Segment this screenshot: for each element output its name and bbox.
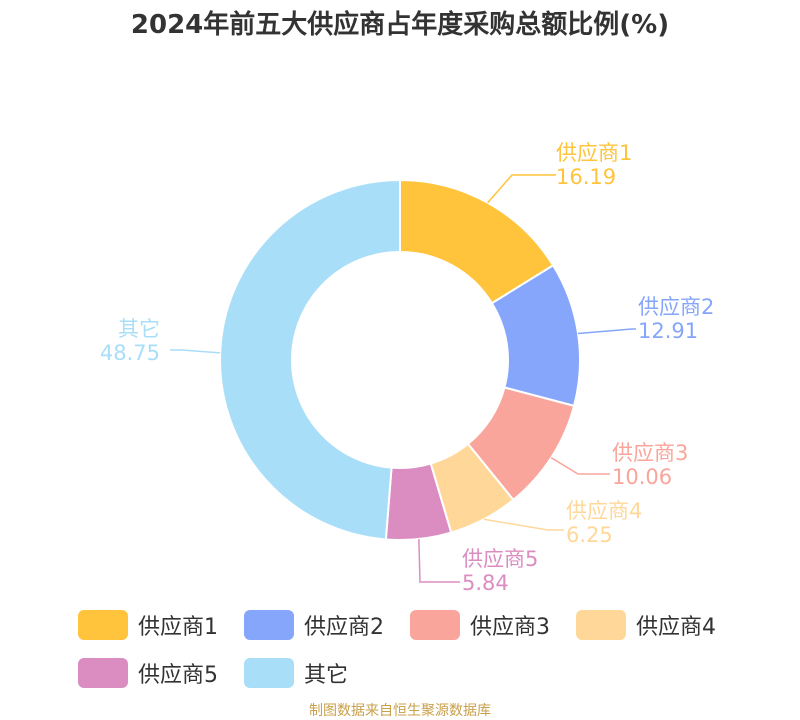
legend-swatch-4 <box>576 610 626 640</box>
legend-item-2[interactable]: 供应商2 <box>244 608 384 642</box>
leader-line-3 <box>550 457 610 475</box>
legend-label-2: 供应商2 <box>304 615 384 640</box>
slice-label-value-5: 5.84 <box>462 571 509 595</box>
slice-label-name-1: 供应商1 <box>556 141 632 165</box>
legend-swatch-3 <box>410 610 460 640</box>
legend-swatch-6 <box>244 658 294 688</box>
leader-line-1 <box>487 174 556 204</box>
leader-lines-group <box>170 174 636 583</box>
slice-6[interactable] <box>219 178 401 541</box>
slice-label-value-1: 16.19 <box>556 165 616 189</box>
legend-label-5: 供应商5 <box>138 663 218 688</box>
legend-label-4: 供应商4 <box>636 615 716 640</box>
legend-label-6: 其它 <box>304 663 349 688</box>
slice-label-value-2: 12.91 <box>638 319 698 343</box>
leader-line-4 <box>483 518 564 531</box>
slice-label-name-2: 供应商2 <box>638 295 714 319</box>
slice-label-name-3: 供应商3 <box>612 441 688 465</box>
leader-line-2 <box>577 328 636 335</box>
legend-item-6[interactable]: 其它 <box>244 656 348 690</box>
legend-swatch-5 <box>78 658 128 688</box>
leader-line-6 <box>170 349 221 354</box>
slice-label-name-5: 供应商5 <box>462 547 538 571</box>
legend-label-1: 供应商1 <box>138 615 218 640</box>
slice-label-name-6: 其它 <box>118 317 160 341</box>
leader-line-5 <box>418 538 460 583</box>
legend-item-1[interactable]: 供应商1 <box>78 608 218 642</box>
source-note: 制图数据来自恒生聚源数据库 <box>309 703 491 719</box>
legend-swatch-1 <box>78 610 128 640</box>
legend-label-3: 供应商3 <box>470 615 550 640</box>
legend-item-5[interactable]: 供应商5 <box>78 656 218 690</box>
chart-title: 2024年前五大供应商占年度采购总额比例(%) <box>130 10 670 40</box>
legend-item-3[interactable]: 供应商3 <box>410 608 550 642</box>
slice-label-value-4: 6.25 <box>566 523 613 547</box>
legend-item-4[interactable]: 供应商4 <box>576 608 716 642</box>
slice-label-name-4: 供应商4 <box>566 499 642 523</box>
slices-group <box>219 178 581 541</box>
slice-label-value-3: 10.06 <box>612 465 672 489</box>
legend-swatch-2 <box>244 610 294 640</box>
slice-label-value-6: 48.75 <box>100 341 160 365</box>
